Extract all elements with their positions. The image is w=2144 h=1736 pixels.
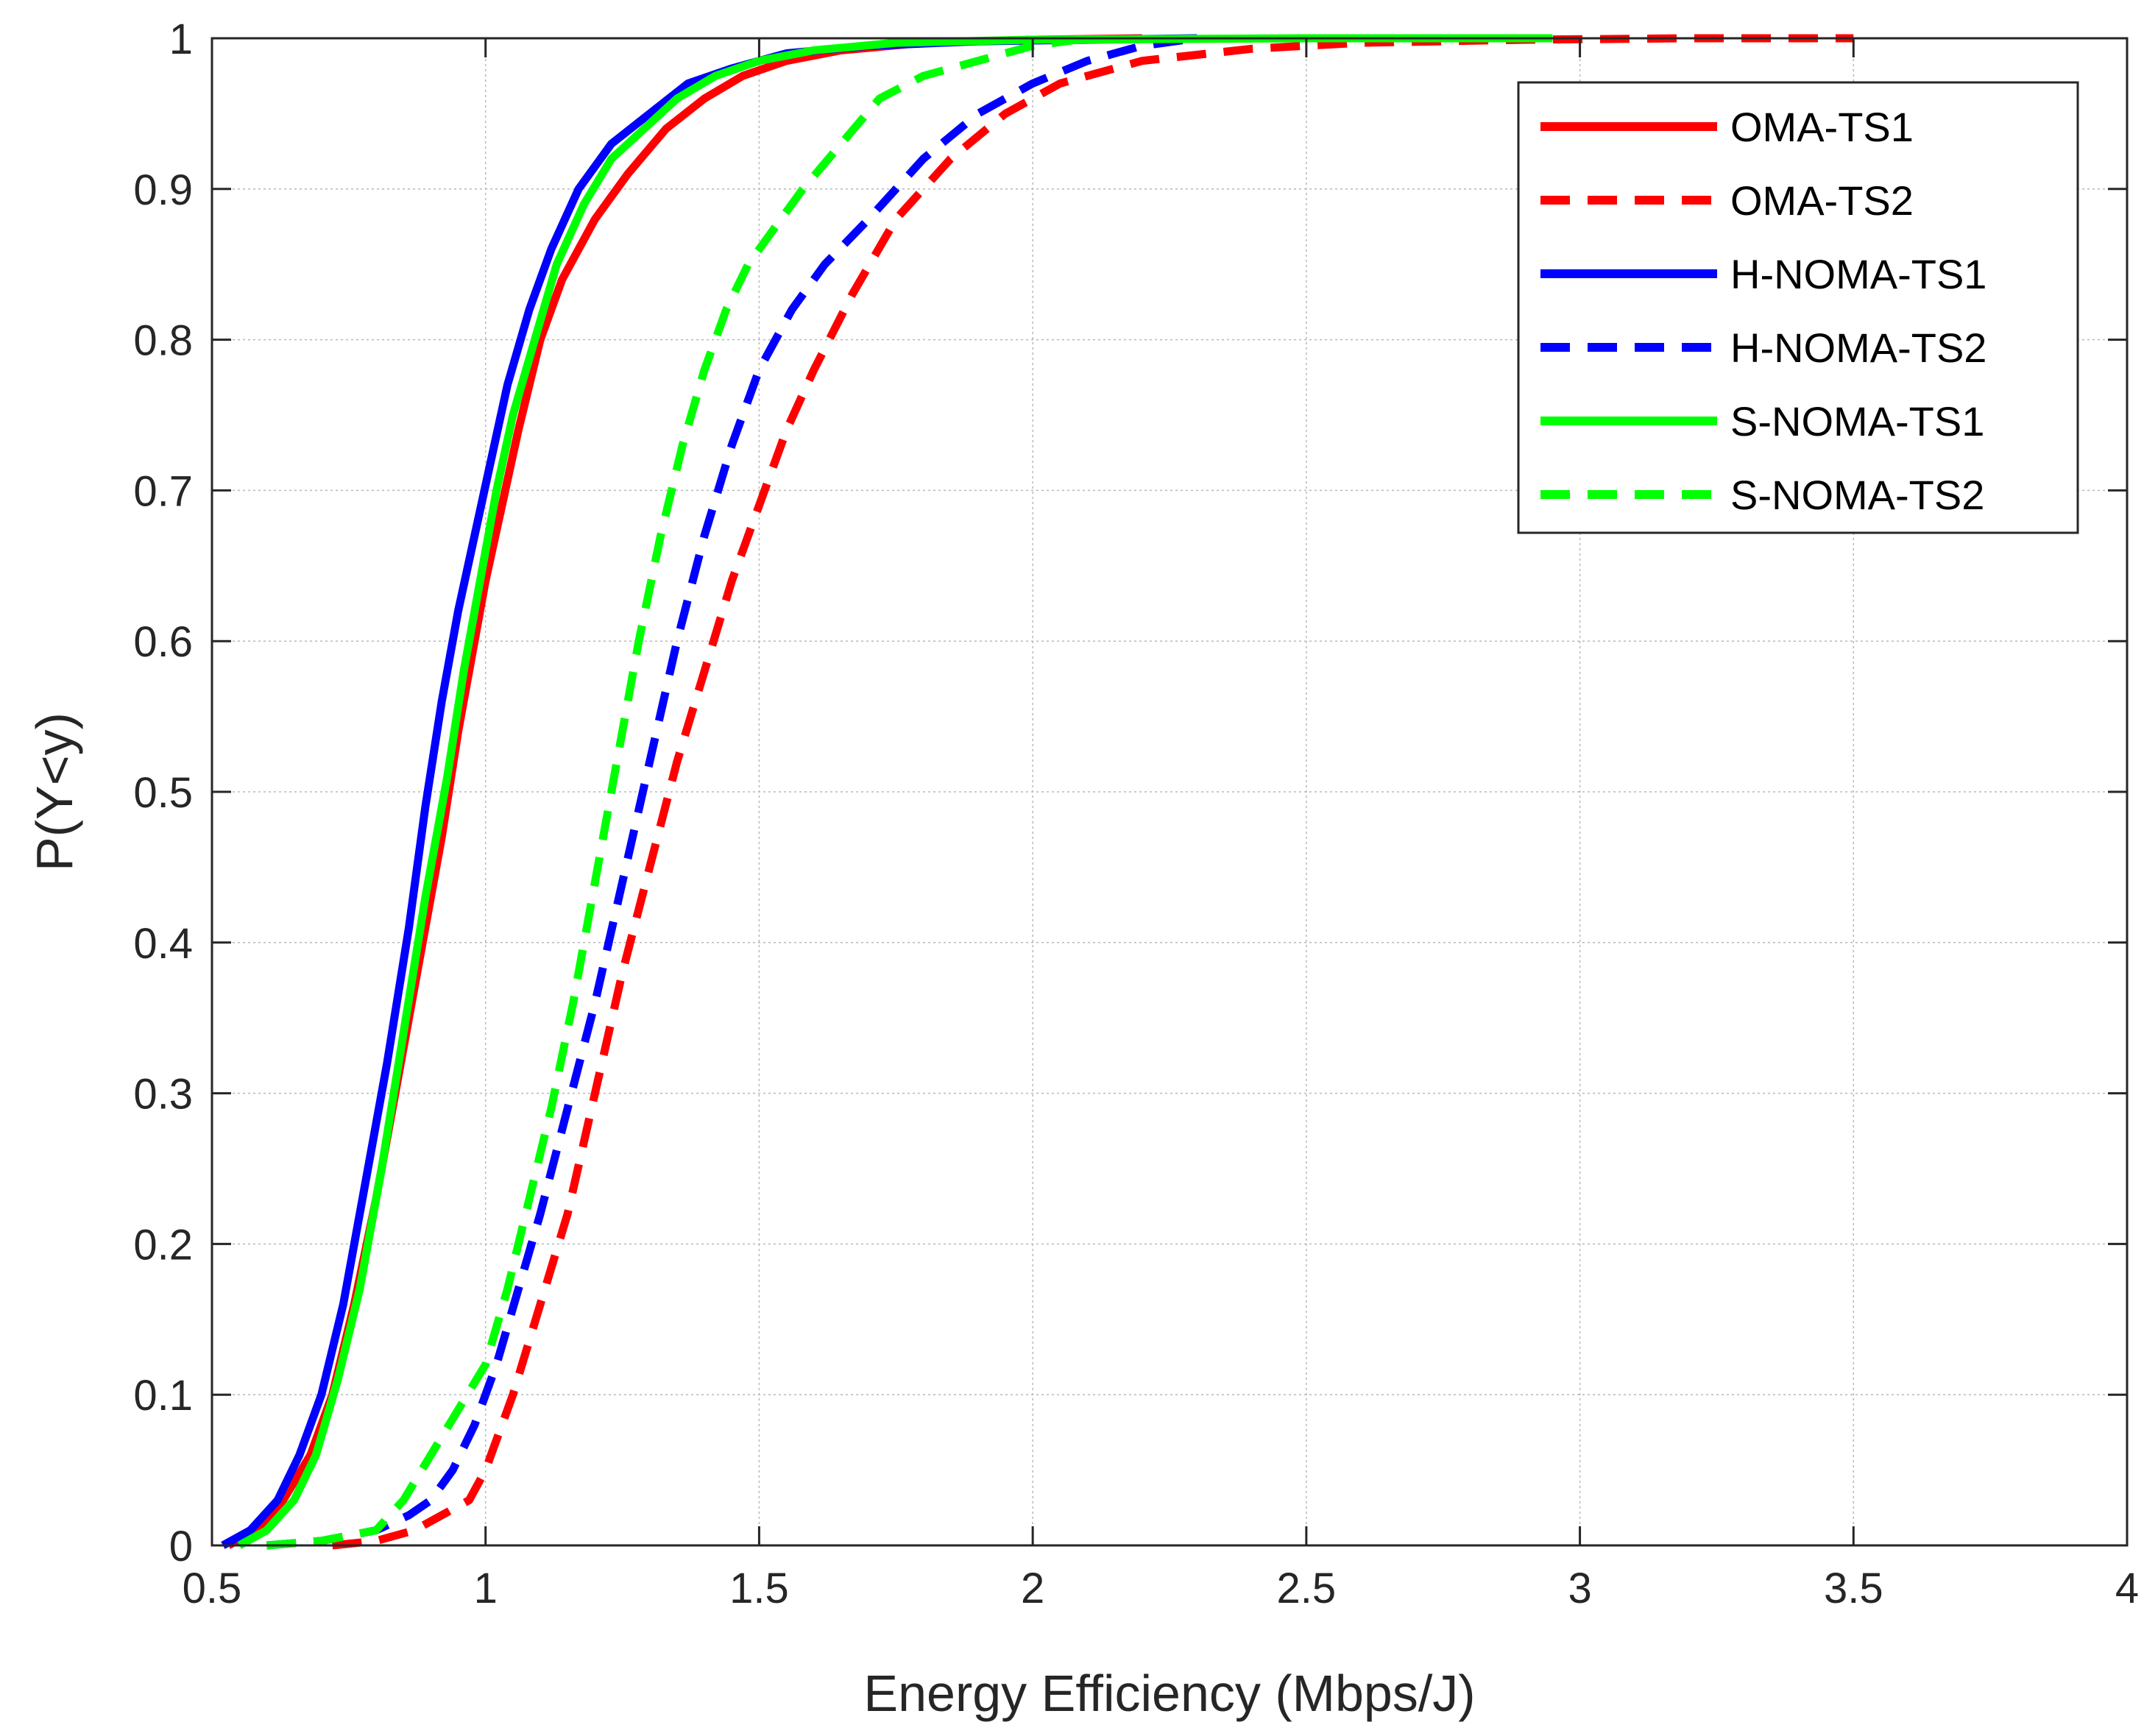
legend-label-oma-ts1: OMA-TS1 [1730,104,1914,150]
x-tick-label: 2 [1021,1565,1044,1612]
y-tick-label: 0.4 [133,920,193,968]
x-tick-label: 2.5 [1277,1565,1337,1612]
y-axis-label: P(Y<y) [26,712,83,871]
x-tick-label: 3.5 [1824,1565,1883,1612]
y-tick-label: 1 [169,15,193,63]
ticks [210,37,2129,1547]
legend-label-oma-ts2: OMA-TS2 [1730,177,1914,224]
y-tick-label: 0.6 [133,618,193,666]
series-layer [221,34,1854,1550]
series-line-h-noma-ts2 [266,34,1197,1550]
y-tick-label: 0.5 [133,769,193,817]
x-tick-label: 4 [2115,1565,2139,1612]
x-tick-label: 1.5 [729,1565,789,1612]
series-line-s-noma-ts2 [266,34,1089,1550]
legend-label-h-noma-ts1: H-NOMA-TS1 [1730,251,1986,297]
tick-labels: 0.5 1 1.5 2 2.5 3 3.5 4 0 0.1 0.2 0.3 0.4 0.5 0.6 0.7 0.… [133,15,2139,1612]
y-tick-label: 0.2 [133,1221,193,1269]
legend-label-h-noma-ts2: H-NOMA-TS2 [1730,325,1986,371]
y-tick-label: 0.3 [133,1071,193,1119]
x-tick-label: 3 [1568,1565,1591,1612]
y-tick-label: 0.8 [133,317,193,365]
x-tick-label: 1 [474,1565,498,1612]
y-tick-label: 0.9 [133,166,193,214]
x-axis-label: Energy Efficiency (Mbps/J) [863,1665,1475,1722]
legend-label-s-noma-ts2: S-NOMA-TS2 [1730,472,1984,518]
y-tick-label: 0 [169,1523,193,1570]
legend-label-s-noma-ts1: S-NOMA-TS1 [1730,398,1984,444]
grid [212,38,2127,1545]
series-line-oma-ts2 [332,34,1854,1550]
y-tick-label: 0.7 [133,467,193,515]
y-tick-label: 0.1 [133,1372,193,1420]
legend: OMA-TS1 OMA-TS2 H-NOMA-TS1 H-NOMA-TS2 S-NOMA… [1517,81,2079,534]
series-line-s-noma-ts1 [237,34,1553,1549]
x-tick-label: 0.5 [183,1565,242,1612]
legend-box [1517,81,2079,534]
